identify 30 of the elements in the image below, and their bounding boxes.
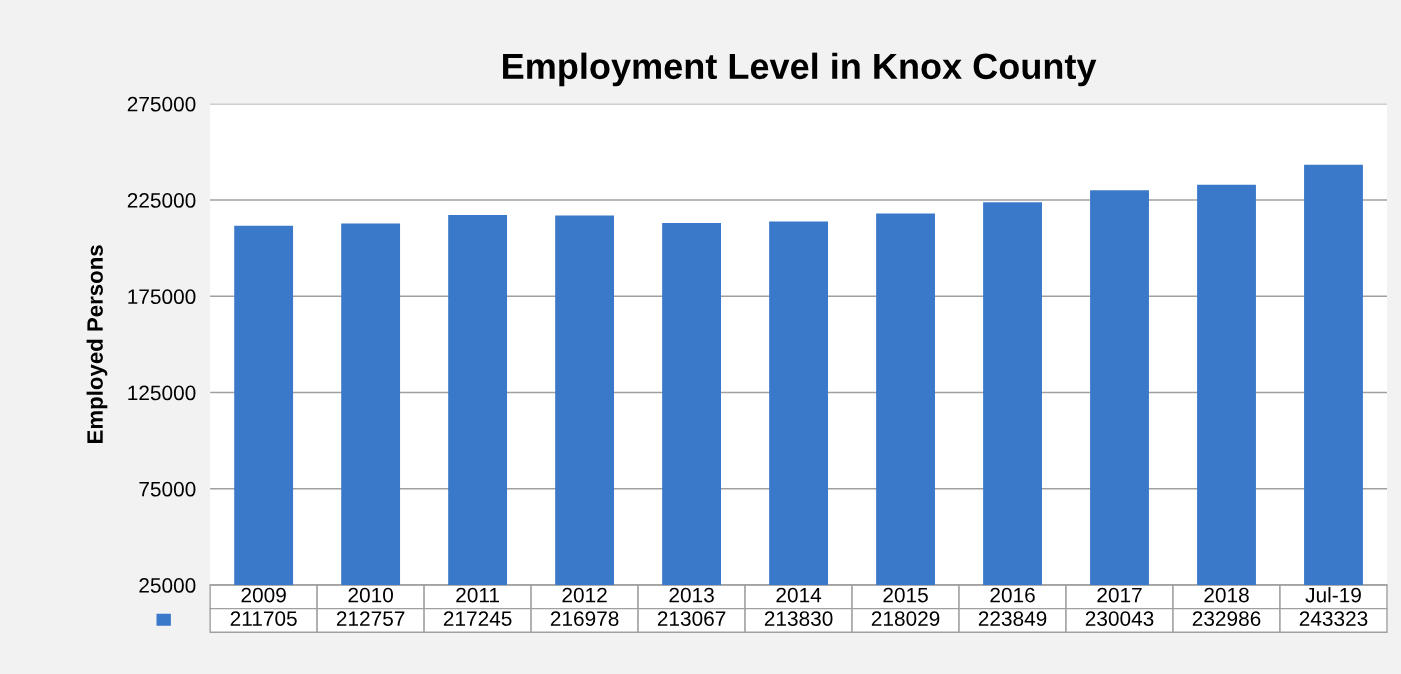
data-label: 218029 (871, 611, 940, 626)
y-tick-label: 175000 (128, 289, 196, 305)
x-tick-label: 2015 (883, 587, 928, 603)
data-label: 216978 (550, 611, 619, 626)
x-tick-label: 2009 (241, 587, 286, 603)
data-label: 213067 (657, 611, 726, 626)
x-tick-label: 2016 (990, 587, 1035, 603)
y-axis-title: Employed Persons (86, 245, 108, 443)
data-label: 243323 (1299, 611, 1368, 626)
data-label: 232986 (1192, 611, 1261, 626)
y-tick-label: 125000 (128, 385, 196, 401)
y-tick-label: 25000 (139, 578, 196, 593)
x-tick-label: 2017 (1097, 587, 1142, 603)
data-label: 217245 (443, 611, 512, 626)
y-tick-label: 75000 (139, 481, 196, 497)
chart-title: Employment Level in Knox County (503, 52, 1097, 87)
x-tick-label: 2014 (776, 587, 822, 603)
data-label: 213830 (764, 611, 833, 626)
x-tick-label: 2018 (1204, 587, 1249, 603)
x-tick-label: 2010 (348, 587, 393, 603)
x-tick-label: 2011 (456, 587, 499, 603)
data-label: 212757 (336, 611, 405, 626)
data-label: 230043 (1085, 611, 1154, 626)
data-label: 211705 (230, 611, 297, 626)
y-tick-label: 275000 (127, 96, 196, 112)
x-tick-label: Jul-19 (1305, 587, 1361, 603)
y-tick-label: 225000 (127, 193, 196, 208)
x-tick-label: 2013 (669, 587, 714, 603)
data-label: 223849 (978, 611, 1047, 626)
x-tick-label: 2012 (562, 587, 607, 603)
